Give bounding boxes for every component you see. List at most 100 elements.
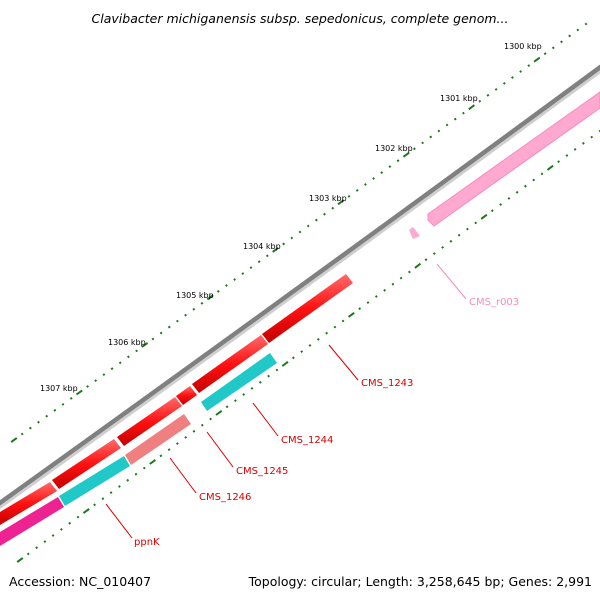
minor-tick [61, 402, 65, 406]
minor-tick [540, 172, 544, 176]
tick-label: 1307 kbp [40, 384, 78, 393]
minor-tick [110, 367, 114, 371]
feature-cms-1246[interactable] [125, 414, 191, 465]
minor-tick [408, 270, 411, 274]
minor-tick [225, 405, 229, 409]
minor-tick [453, 117, 457, 121]
major-tick [215, 409, 223, 416]
gene-label-cms-1246[interactable]: CMS_1246 [199, 492, 251, 503]
minor-tick [216, 289, 220, 293]
minor-tick [325, 331, 328, 335]
feature-cms-1243[interactable] [262, 274, 353, 343]
minor-tick [551, 46, 555, 50]
minor-tick [135, 349, 138, 353]
gene-labels: CMS_r003 CMS_1243 CMS_1244 CMS_1245 CMS_… [134, 297, 519, 548]
minor-tick [93, 503, 96, 507]
tick-labels: 1300 kbp 1301 kbp 1302 kbp 1303 kbp 1304… [40, 42, 542, 393]
minor-tick [290, 236, 294, 240]
tick-label: 1302 kbp [375, 144, 413, 153]
major-tick [468, 104, 475, 111]
minor-tick [306, 224, 310, 228]
minor-tick [576, 28, 580, 32]
feature-cyan-reverse[interactable] [59, 456, 130, 506]
feature-cms-1247[interactable] [117, 397, 182, 446]
major-tick [75, 389, 83, 396]
minor-tick [53, 408, 57, 412]
minor-tick [233, 278, 236, 281]
minor-tick [560, 40, 563, 44]
inner-tick-track [16, 129, 600, 563]
feature-cms-1246-forward[interactable] [176, 386, 197, 405]
minor-tick [441, 246, 444, 249]
minor-tick [502, 82, 506, 85]
minor-tick [486, 93, 490, 97]
tick-label: 1303 kbp [309, 194, 347, 203]
minor-tick [117, 485, 121, 488]
minor-tick [109, 491, 113, 495]
feature-magenta-reverse[interactable] [0, 497, 64, 546]
gene-label-ppnk[interactable]: ppnK [134, 537, 160, 548]
minor-tick [399, 276, 403, 280]
minor-tick [118, 361, 122, 365]
minor-tick [421, 141, 424, 145]
minor-tick [347, 194, 351, 198]
minor-tick [494, 88, 498, 91]
minor-tick [249, 266, 253, 270]
feature-cms-1245[interactable] [192, 335, 268, 393]
minor-tick [316, 337, 320, 341]
major-tick [337, 199, 345, 206]
minor-tick [192, 429, 196, 433]
minor-tick [142, 466, 146, 470]
minor-tick [267, 374, 270, 378]
reverse-strand-features [0, 91, 600, 546]
major-tick [348, 311, 355, 318]
minor-tick [234, 399, 237, 403]
minor-tick [413, 147, 416, 151]
minor-tick [380, 171, 384, 174]
minor-tick [184, 435, 188, 439]
feature-cms-r003-small[interactable] [409, 227, 420, 239]
minor-tick [557, 160, 561, 164]
minor-tick [59, 527, 63, 531]
minor-tick [225, 284, 228, 287]
tick-label: 1304 kbp [243, 242, 281, 251]
minor-tick [474, 221, 478, 225]
minor-tick [388, 165, 392, 168]
major-tick [281, 360, 289, 367]
minor-tick [265, 254, 269, 258]
minor-tick [519, 70, 522, 73]
feature-ppnk[interactable] [52, 439, 121, 489]
gene-label-cms-1245[interactable]: CMS_1245 [236, 466, 288, 477]
minor-tick [598, 129, 600, 133]
minor-tick [466, 227, 469, 231]
minor-tick [20, 432, 24, 436]
minor-tick [358, 307, 362, 311]
minor-tick [499, 203, 502, 206]
major-tick [141, 342, 149, 348]
minor-tick [314, 218, 318, 222]
gene-label-leaders [105, 263, 467, 539]
feature-cms-1244[interactable] [201, 353, 277, 411]
gene-label-cms-1244[interactable]: CMS_1244 [281, 435, 333, 446]
gene-label-cms-r003[interactable]: CMS_r003 [469, 297, 519, 308]
minor-tick [282, 242, 286, 246]
minor-tick [134, 472, 138, 476]
minor-tick [69, 396, 73, 400]
minor-tick [424, 258, 428, 262]
minor-tick [76, 515, 80, 519]
gene-label-cms-1243[interactable]: CMS_1243 [361, 378, 413, 389]
feature-upstream-red[interactable] [0, 482, 57, 525]
tick-label: 1300 kbp [504, 42, 542, 51]
minor-tick [532, 178, 536, 182]
minor-tick [590, 135, 594, 139]
accession-text: Accession: NC_010407 [9, 574, 152, 589]
minor-tick [28, 426, 32, 430]
feature-cms-r003[interactable] [427, 91, 600, 227]
minor-tick [102, 373, 106, 377]
minor-tick [43, 540, 47, 544]
minor-tick [51, 534, 55, 537]
minor-tick [209, 417, 212, 421]
minor-tick [86, 385, 89, 388]
